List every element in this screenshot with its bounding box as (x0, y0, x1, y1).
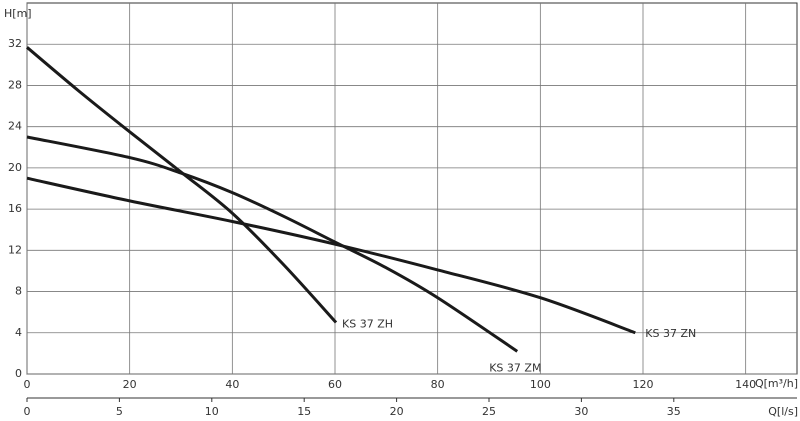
x-axis-label: Q[m³/h] (755, 377, 798, 390)
x2-tick-label: 35 (667, 405, 681, 418)
curve (26, 176, 636, 335)
x2-tick-label: 10 (205, 405, 219, 418)
y-tick-label: 16 (8, 202, 22, 215)
x-tick-label: 100 (530, 378, 551, 391)
y-tick-label: 20 (8, 161, 22, 174)
x2-tick-label: 25 (482, 405, 496, 418)
curve-label: KS 37 ZN (645, 327, 696, 340)
y-axis-label: H[m] (4, 7, 32, 20)
x2-axis-label: Q[l/s] (768, 405, 798, 418)
x-tick-label: 0 (24, 378, 31, 391)
curve-label: KS 37 ZH (342, 317, 393, 330)
y-tick-label: 24 (8, 120, 22, 133)
x2-tick-label: 15 (297, 405, 311, 418)
curve (26, 46, 338, 324)
y-tick-label: 0 (15, 367, 22, 380)
y-tick-label: 4 (15, 326, 22, 339)
y-tick-label: 28 (8, 78, 22, 91)
x2-tick-label: 0 (24, 405, 31, 418)
x2-tick-label: 20 (390, 405, 404, 418)
x2-tick-label: 5 (116, 405, 123, 418)
x2-tick-label: 30 (574, 405, 588, 418)
curve-label: KS 37 ZM (489, 361, 541, 374)
curve (26, 135, 519, 353)
y-tick-label: 12 (8, 243, 22, 256)
plot-frame (26, 2, 798, 375)
x-tick-label: 20 (123, 378, 137, 391)
x-tick-label: 60 (328, 378, 342, 391)
y-tick-label: 32 (8, 37, 22, 50)
x-tick-label: 140 (735, 378, 756, 391)
x-tick-label: 80 (431, 378, 445, 391)
x-tick-label: 120 (633, 378, 654, 391)
y-tick-label: 8 (15, 285, 22, 298)
x-tick-label: 40 (225, 378, 239, 391)
